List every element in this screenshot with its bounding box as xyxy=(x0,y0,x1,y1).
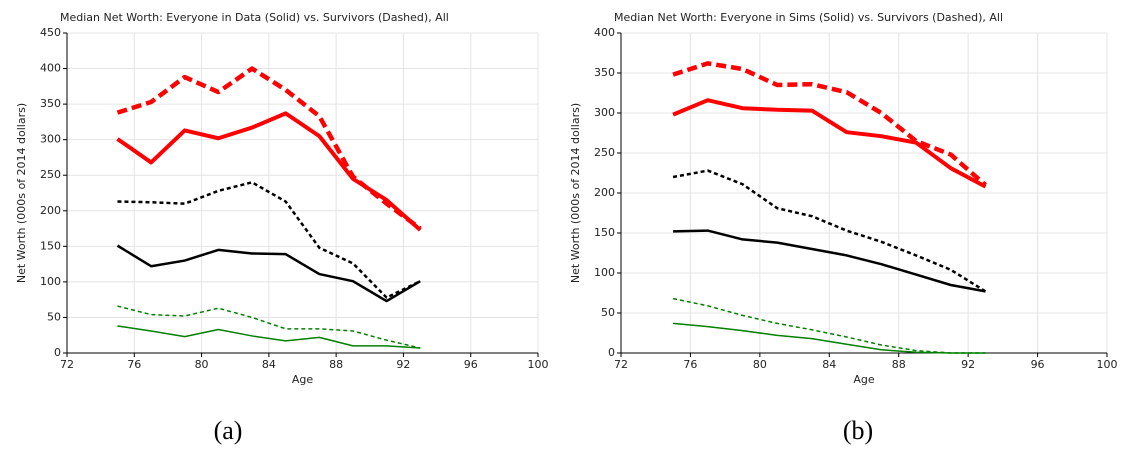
y-tick-label: 450 xyxy=(40,26,61,39)
x-tick-label: 100 xyxy=(528,358,549,371)
y-tick-label: 100 xyxy=(594,266,615,279)
x-tick-label: 92 xyxy=(961,358,975,371)
line xyxy=(672,98,987,189)
x-tick-label: 92 xyxy=(396,358,410,371)
x-tick-label: 76 xyxy=(127,358,141,371)
y-axis-label: Net Worth (000s of 2014 dollars) xyxy=(569,103,582,283)
line xyxy=(116,111,422,232)
line xyxy=(673,229,986,293)
line xyxy=(673,322,986,354)
x-tick-label: 72 xyxy=(614,358,628,371)
y-tick-label: 150 xyxy=(594,226,615,239)
x-tick-label: 80 xyxy=(753,358,767,371)
x-tick-label: 96 xyxy=(464,358,478,371)
x-tick-label: 84 xyxy=(262,358,276,371)
x-tick-label: 80 xyxy=(195,358,209,371)
line xyxy=(672,61,987,187)
chart-title: Median Net Worth: Everyone in Data (Soli… xyxy=(60,11,449,24)
y-tick-label: 50 xyxy=(47,310,61,323)
y-tick-label: 300 xyxy=(40,133,61,146)
line xyxy=(117,325,421,349)
x-axis-label: Age xyxy=(853,373,875,386)
y-tick-label: 50 xyxy=(601,306,615,319)
chart-title: Median Net Worth: Everyone in Sims (Soli… xyxy=(614,11,1003,24)
y-tick-label: 250 xyxy=(594,146,615,159)
caption: (a) xyxy=(214,416,243,445)
y-tick-label: 350 xyxy=(594,66,615,79)
line xyxy=(117,305,421,349)
y-tick-label: 0 xyxy=(54,346,61,359)
y-tick-label: 400 xyxy=(594,26,615,39)
y-tick-label: 150 xyxy=(40,239,61,252)
x-tick-label: 88 xyxy=(329,358,343,371)
x-tick-label: 88 xyxy=(892,358,906,371)
x-tick-label: 100 xyxy=(1097,358,1118,371)
x-tick-label: 96 xyxy=(1031,358,1045,371)
y-tick-label: 350 xyxy=(40,97,61,110)
x-tick-label: 76 xyxy=(683,358,697,371)
y-tick-label: 100 xyxy=(40,275,61,288)
x-axis-label: Age xyxy=(292,373,314,386)
y-tick-label: 400 xyxy=(40,62,61,75)
y-tick-label: 300 xyxy=(594,106,615,119)
y-tick-label: 200 xyxy=(40,204,61,217)
line xyxy=(672,169,987,293)
y-axis-label: Net Worth (000s of 2014 dollars) xyxy=(15,103,28,283)
y-tick-label: 250 xyxy=(40,168,61,181)
x-tick-label: 84 xyxy=(822,358,836,371)
caption: (b) xyxy=(843,416,873,445)
line xyxy=(116,66,422,231)
y-tick-label: 200 xyxy=(594,186,615,199)
line xyxy=(117,181,421,299)
y-tick-label: 0 xyxy=(608,346,615,359)
x-tick-label: 72 xyxy=(60,358,74,371)
line xyxy=(672,297,986,354)
line xyxy=(116,244,421,303)
